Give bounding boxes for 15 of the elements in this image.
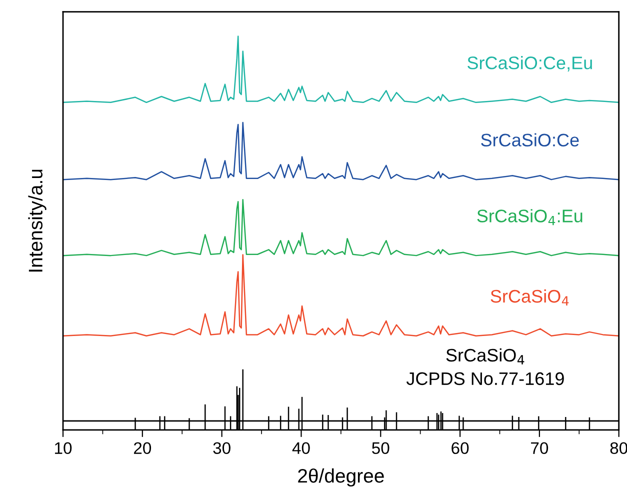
x-tick-label: 10 [55,442,72,454]
x-tick-label: 70 [531,442,548,454]
x-tick-label: 30 [213,442,230,454]
y-axis-title: Intensity/a.u [28,170,46,272]
series-label: SrCaSiO$_{4}$:Eu [477,209,582,226]
x-tick-label: 40 [292,442,310,454]
series-label: SrCaSiO:Ce [481,133,579,146]
series-label: SrCaSiO$_{4}$ [490,289,569,306]
series-label: SrCaSiO$_{4}$ JCPDS No.77-1619 [406,348,564,386]
series-label: SrCaSiO:Ce,Eu [468,56,592,72]
x-tick-label: 50 [372,442,390,454]
x-tick-label: 60 [452,442,469,454]
x-tick-label: 80 [610,442,627,454]
x-tick-label: 20 [134,442,152,454]
x-axis-title: 2θ/degree [298,468,384,487]
